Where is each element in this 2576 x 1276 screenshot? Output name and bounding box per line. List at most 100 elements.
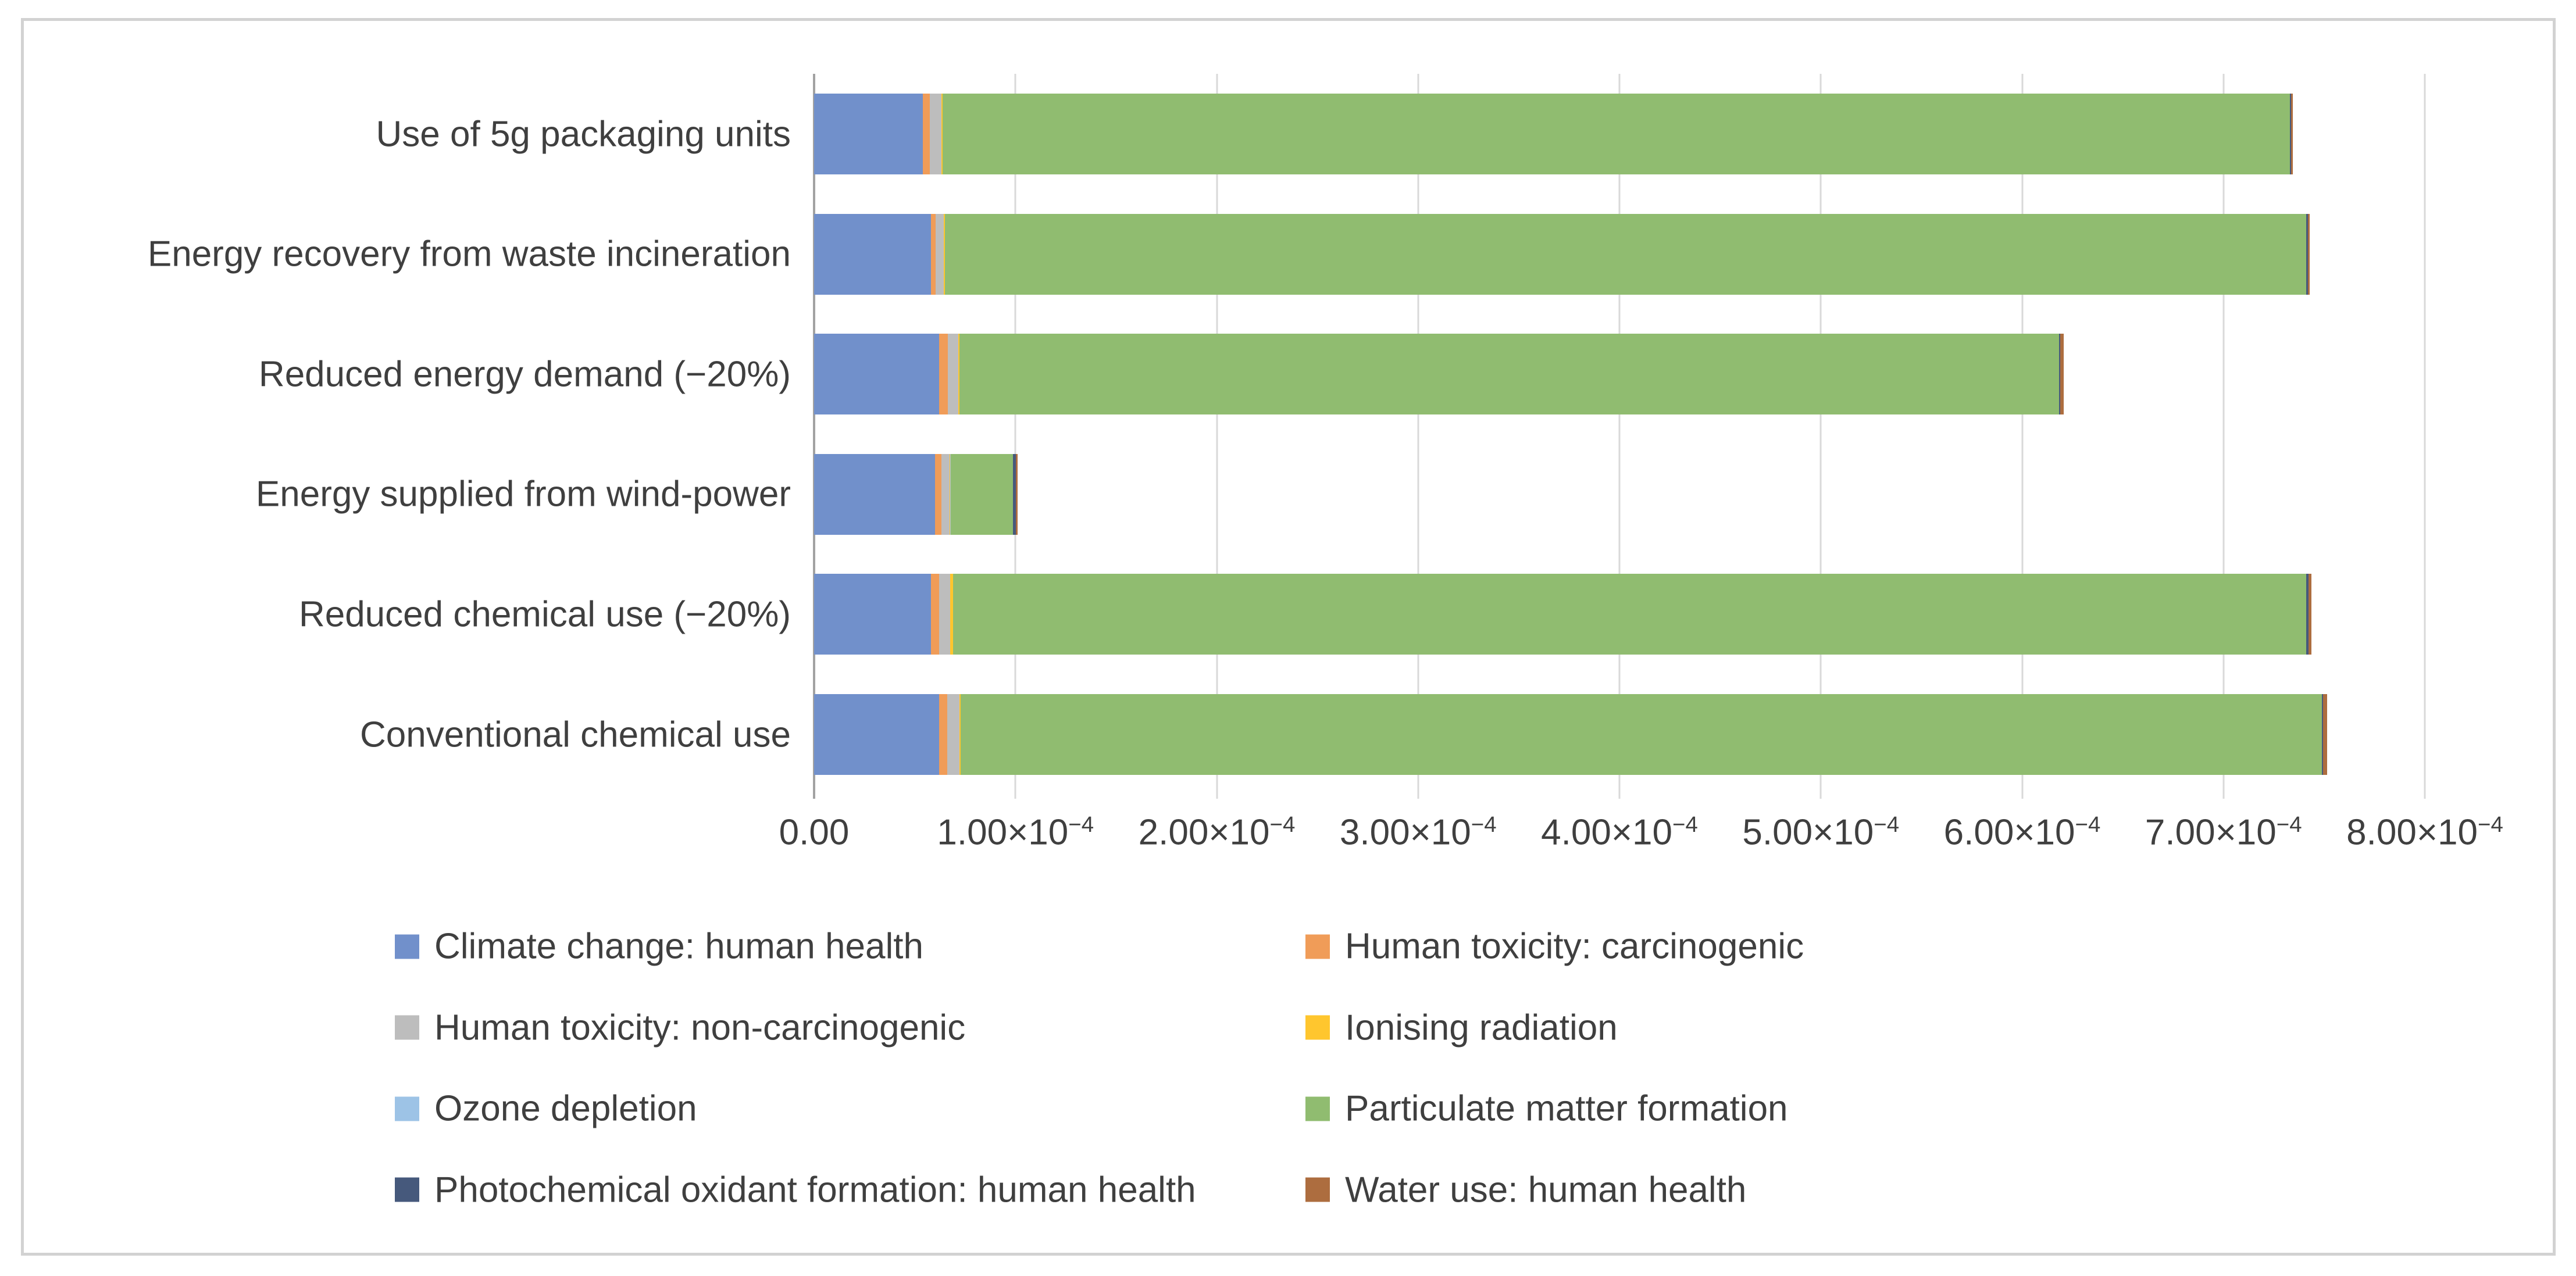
bar-segment bbox=[952, 574, 954, 655]
bar-segment bbox=[939, 694, 947, 775]
bar-row bbox=[814, 94, 2425, 174]
bar-row bbox=[814, 574, 2425, 655]
bar-segment bbox=[2309, 574, 2311, 655]
x-tick-label: 7.00×10−4 bbox=[2145, 812, 2302, 853]
exponent: −4 bbox=[2276, 812, 2302, 837]
gridline bbox=[2021, 74, 2023, 799]
bar-segment bbox=[941, 94, 943, 174]
bar-segment bbox=[814, 213, 931, 295]
bar-segment bbox=[814, 453, 935, 535]
bar-segment bbox=[939, 334, 948, 415]
bar-segment bbox=[2308, 213, 2310, 295]
exponent: −4 bbox=[1068, 812, 1094, 837]
bar-segment bbox=[945, 213, 2307, 295]
bar-segment bbox=[950, 574, 953, 655]
bar-segment bbox=[959, 334, 2059, 415]
legend-swatch bbox=[395, 934, 419, 959]
bar-segment bbox=[814, 334, 939, 415]
gridline bbox=[1014, 74, 1016, 799]
x-tick-label: 5.00×10−4 bbox=[1742, 812, 1900, 853]
legend-label: Climate change: human health bbox=[434, 926, 923, 967]
legend-label: Photochemical oxidant formation: human h… bbox=[434, 1170, 1196, 1210]
gridline bbox=[1417, 74, 1419, 799]
bar-segment bbox=[922, 94, 930, 174]
exponent: −4 bbox=[1874, 812, 1900, 837]
legend-item: Ionising radiation bbox=[1305, 1007, 1618, 1048]
exponent: −4 bbox=[2478, 812, 2503, 837]
legend-item: Human toxicity: non-carcinogenic bbox=[395, 1007, 965, 1048]
bar-segment bbox=[930, 213, 936, 295]
legend-swatch bbox=[1305, 934, 1330, 959]
bar-segment bbox=[814, 694, 939, 775]
legend-swatch bbox=[395, 1177, 419, 1202]
bar-segment bbox=[814, 94, 923, 174]
category-label: Use of 5g packaging units bbox=[376, 114, 791, 154]
gridline bbox=[2424, 74, 2426, 799]
legend-swatch bbox=[395, 1096, 419, 1121]
bar-segment bbox=[1013, 453, 1016, 535]
legend-label: Water use: human health bbox=[1345, 1170, 1747, 1210]
bar-segment bbox=[2322, 694, 2327, 775]
bar-row bbox=[814, 334, 2425, 415]
bar-segment bbox=[943, 94, 2290, 174]
bar-segment bbox=[941, 453, 950, 535]
bar-segment bbox=[958, 334, 959, 415]
bar-segment bbox=[959, 334, 960, 415]
category-label: Energy recovery from waste incineration bbox=[147, 234, 791, 274]
bar-segment bbox=[950, 453, 1014, 535]
x-tick-label: 1.00×10−4 bbox=[937, 812, 1094, 853]
exponent: −4 bbox=[2075, 812, 2101, 837]
bar-segment bbox=[948, 334, 959, 415]
exponent: −4 bbox=[1471, 812, 1497, 837]
bar-segment bbox=[944, 213, 946, 295]
y-axis-line bbox=[813, 74, 815, 799]
bar-segment bbox=[930, 94, 942, 174]
bar-segment bbox=[930, 574, 939, 655]
legend-item: Water use: human health bbox=[1305, 1169, 1746, 1210]
legend-label: Ionising radiation bbox=[1345, 1007, 1618, 1048]
gridline bbox=[1618, 74, 1621, 799]
legend-label: Human toxicity: carcinogenic bbox=[1345, 926, 1804, 967]
x-tick-label: 8.00×10−4 bbox=[2346, 812, 2503, 853]
legend-swatch bbox=[395, 1015, 419, 1040]
bar-segment bbox=[2289, 94, 2292, 174]
x-tick-label: 3.00×10−4 bbox=[1339, 812, 1497, 853]
bar-segment bbox=[950, 453, 951, 535]
legend-swatch bbox=[1305, 1096, 1330, 1121]
legend-swatch bbox=[1305, 1177, 1330, 1202]
bar-segment bbox=[959, 694, 961, 775]
bar-segment bbox=[2060, 334, 2064, 415]
gridline bbox=[1819, 74, 1822, 799]
bar-segment bbox=[936, 213, 944, 295]
bar-row bbox=[814, 694, 2425, 775]
category-label: Energy supplied from wind-power bbox=[255, 474, 791, 514]
bar-segment bbox=[2291, 94, 2293, 174]
bar-row bbox=[814, 453, 2425, 535]
x-tick-label: 2.00×10−4 bbox=[1138, 812, 1296, 853]
plot-area bbox=[813, 74, 2426, 799]
category-label: Conventional chemical use bbox=[360, 714, 791, 755]
gridline bbox=[1216, 74, 1218, 799]
bar-segment bbox=[1016, 453, 1018, 535]
legend-item: Climate change: human health bbox=[395, 926, 923, 967]
legend-label: Human toxicity: non-carcinogenic bbox=[434, 1007, 966, 1048]
legend-item: Human toxicity: carcinogenic bbox=[1305, 926, 1804, 967]
bar-segment bbox=[939, 574, 950, 655]
bar-segment bbox=[953, 574, 2307, 655]
legend-label: Particulate matter formation bbox=[1345, 1088, 1788, 1129]
legend-item: Ozone depletion bbox=[395, 1088, 697, 1130]
bar-segment bbox=[961, 694, 2322, 775]
legend-item: Particulate matter formation bbox=[1305, 1088, 1788, 1130]
legend-label: Ozone depletion bbox=[434, 1088, 697, 1129]
bar-segment bbox=[2322, 694, 2323, 775]
legend-item: Photochemical oxidant formation: human h… bbox=[395, 1169, 1196, 1210]
category-label: Reduced energy demand (−20%) bbox=[258, 354, 791, 395]
bar-row bbox=[814, 213, 2425, 295]
bar-segment bbox=[2058, 334, 2060, 415]
bar-segment bbox=[2306, 213, 2309, 295]
x-tick-label: 0.00 bbox=[779, 812, 850, 853]
bar-segment bbox=[2306, 574, 2309, 655]
bar-segment bbox=[934, 453, 941, 535]
x-tick-label: 6.00×10−4 bbox=[1943, 812, 2101, 853]
